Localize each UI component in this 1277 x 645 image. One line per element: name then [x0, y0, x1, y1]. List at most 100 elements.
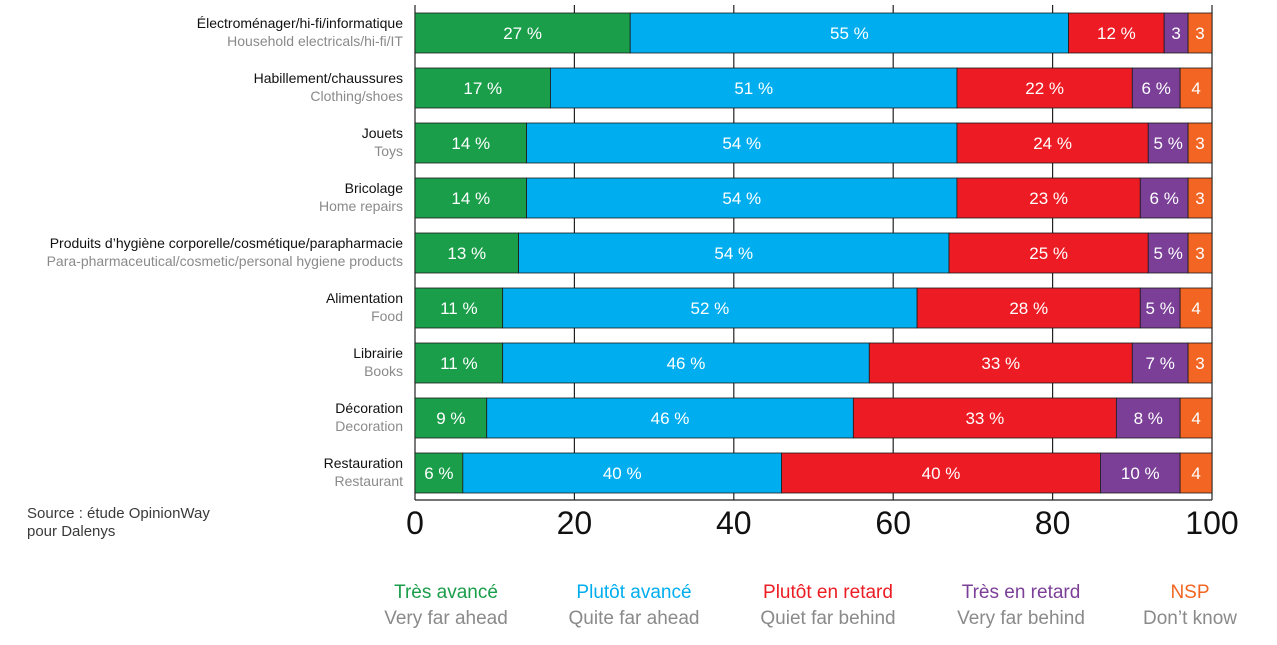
- data-label: 46 %: [667, 354, 706, 373]
- bar-segment: [1179, 67, 1213, 109]
- data-label: 4: [1191, 464, 1200, 483]
- data-label: 28 %: [1009, 299, 1048, 318]
- category-label-fr: Bricolage: [345, 180, 404, 196]
- data-label: 5 %: [1154, 134, 1183, 153]
- legend-label: Très avancé: [394, 582, 498, 603]
- data-label: 40 %: [603, 464, 642, 483]
- data-label: 52 %: [691, 299, 730, 318]
- category-label-fr: Électroménager/hi-fi/informatique: [197, 15, 403, 31]
- x-tick-label: 0: [406, 505, 424, 541]
- bar-segment: [1147, 232, 1189, 274]
- legend: Très avancé Very far ahead Plutôt avancé Qu…: [0, 582, 1277, 642]
- legend-item: Plutôt avancé Quite far ahead: [534, 582, 734, 631]
- data-label: 27 %: [503, 24, 542, 43]
- bar-segment: [868, 342, 1133, 384]
- bar-segment: [1131, 67, 1181, 109]
- bar-segment: [1131, 342, 1189, 384]
- data-label: 25 %: [1029, 244, 1068, 263]
- bar-segment: [414, 177, 527, 219]
- data-label: 6 %: [1150, 189, 1179, 208]
- bar-segment: [526, 177, 958, 219]
- data-label: 4: [1191, 409, 1200, 428]
- category-label-fr: Décoration: [335, 400, 403, 416]
- bars: 27 % 55 % 12 % 3 317 % 51 % 22 % 6 % 414 % 54 % 24…: [414, 12, 1213, 494]
- data-label: 11 %: [440, 354, 478, 373]
- bar-segment: [414, 342, 504, 384]
- bar-segment: [916, 287, 1141, 329]
- data-label: 55 %: [830, 24, 869, 43]
- bar-segment: [1179, 452, 1213, 494]
- data-label: 14 %: [451, 134, 490, 153]
- legend-label-en: Very far ahead: [384, 608, 508, 629]
- data-label: 46 %: [651, 409, 690, 428]
- data-label: 33 %: [965, 409, 1004, 428]
- bar-segment: [414, 12, 631, 54]
- data-label: 14 %: [451, 189, 490, 208]
- bar-segment: [486, 397, 854, 439]
- bar-segment: [1187, 342, 1213, 384]
- data-label: 9 %: [436, 409, 465, 428]
- bar-segment: [518, 232, 950, 274]
- data-label: 17 %: [463, 79, 502, 98]
- bar-segment: [1100, 452, 1181, 494]
- data-label: 4: [1191, 299, 1200, 318]
- bar-segment: [1187, 232, 1213, 274]
- x-tick-label: 40: [716, 505, 752, 541]
- category-label-fr: Habillement/chaussures: [254, 70, 403, 86]
- legend-label-en: Don’t know: [1143, 608, 1237, 629]
- category-label-en: Para-pharmaceutical/cosmetic/personal hy…: [47, 253, 403, 269]
- source-line-1: Source : étude OpinionWay: [27, 505, 210, 522]
- data-label: 3: [1195, 354, 1204, 373]
- data-label: 51 %: [734, 79, 773, 98]
- bar-segment: [1187, 12, 1213, 54]
- bar-segment: [956, 122, 1149, 164]
- bar-segment: [526, 122, 958, 164]
- category-label-fr: Librairie: [353, 345, 403, 361]
- legend-item: Plutôt en retard Quiet far behind: [728, 582, 928, 631]
- x-tick-label: 20: [557, 505, 593, 541]
- data-label: 11 %: [440, 299, 478, 318]
- legend-label: Très en retard: [961, 582, 1081, 603]
- legend-item: NSP Don’t know: [1090, 582, 1277, 631]
- source-note: Source : étude OpinionWay pour Dalenys: [27, 505, 210, 541]
- data-label: 3: [1195, 134, 1204, 153]
- bar-segment: [414, 232, 520, 274]
- bar-segment: [1139, 287, 1181, 329]
- bar-segment: [1187, 177, 1213, 219]
- data-label: 54 %: [714, 244, 753, 263]
- legend-label: Plutôt en retard: [763, 582, 893, 603]
- bar-segment: [502, 342, 870, 384]
- bar-segment: [462, 452, 783, 494]
- data-label: 22 %: [1025, 79, 1064, 98]
- data-label: 6 %: [1142, 79, 1171, 98]
- category-label-en: Restaurant: [335, 473, 404, 489]
- data-label: 7 %: [1146, 354, 1175, 373]
- category-label-en: Toys: [374, 143, 403, 159]
- data-label: 10 %: [1121, 464, 1160, 483]
- data-label: 3: [1195, 244, 1204, 263]
- data-label: 23 %: [1029, 189, 1068, 208]
- category-label-en: Decoration: [335, 418, 403, 434]
- category-labels: Électroménager/hi-fi/informatique Househo…: [47, 15, 404, 489]
- bar-segment: [948, 232, 1149, 274]
- bar-segment: [414, 67, 551, 109]
- bar-segment: [1187, 122, 1213, 164]
- data-label: 3: [1171, 24, 1180, 43]
- bar-segment: [852, 397, 1117, 439]
- data-label: 3: [1195, 24, 1204, 43]
- data-label: 4: [1191, 79, 1200, 98]
- legend-label-en: Very far behind: [957, 608, 1085, 629]
- x-tick-label: 80: [1035, 505, 1071, 541]
- data-label: 3: [1195, 189, 1204, 208]
- category-label-en: Books: [364, 363, 403, 379]
- legend-item: Très avancé Very far ahead: [346, 582, 546, 631]
- legend-label: NSP: [1170, 582, 1210, 603]
- bar-segment: [414, 287, 504, 329]
- bar-segment: [1115, 397, 1181, 439]
- category-label-en: Household electricals/hi-fi/IT: [227, 33, 403, 49]
- data-label: 33 %: [981, 354, 1020, 373]
- x-tick-label: 60: [875, 505, 911, 541]
- bar-segment: [414, 452, 464, 494]
- stacked-bar-chart: 27 % 55 % 12 % 3 317 % 51 % 22 % 6 % 414 % 54 % 24…: [47, 5, 1239, 541]
- data-label: 5 %: [1146, 299, 1175, 318]
